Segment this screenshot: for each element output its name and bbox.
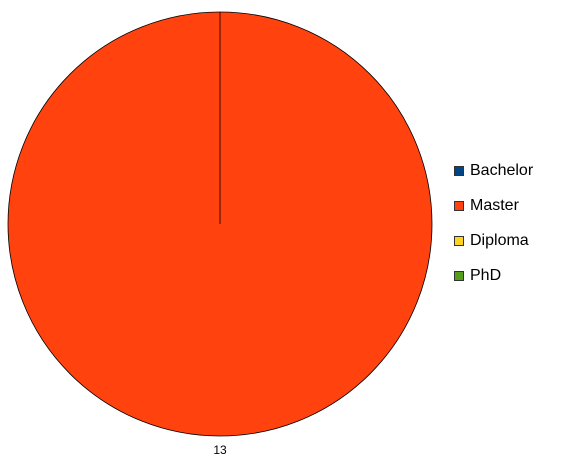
legend-item-diploma: Diploma: [454, 223, 533, 258]
legend: Bachelor Master Diploma PhD: [454, 153, 533, 293]
legend-swatch: [454, 270, 464, 281]
data-label-master: 13: [213, 443, 227, 457]
legend-item-bachelor: Bachelor: [454, 153, 533, 188]
legend-label: Master: [470, 196, 519, 214]
legend-swatch: [454, 165, 464, 176]
legend-label: PhD: [470, 266, 502, 284]
legend-swatch: [454, 235, 464, 246]
legend-label: Bachelor: [470, 161, 534, 179]
pie-slices: [7, 11, 433, 437]
legend-swatch: [454, 200, 464, 211]
legend-label: Diploma: [470, 231, 529, 249]
slice-labels: 13: [213, 443, 227, 457]
legend-item-phd: PhD: [454, 258, 533, 293]
legend-item-master: Master: [454, 188, 533, 223]
